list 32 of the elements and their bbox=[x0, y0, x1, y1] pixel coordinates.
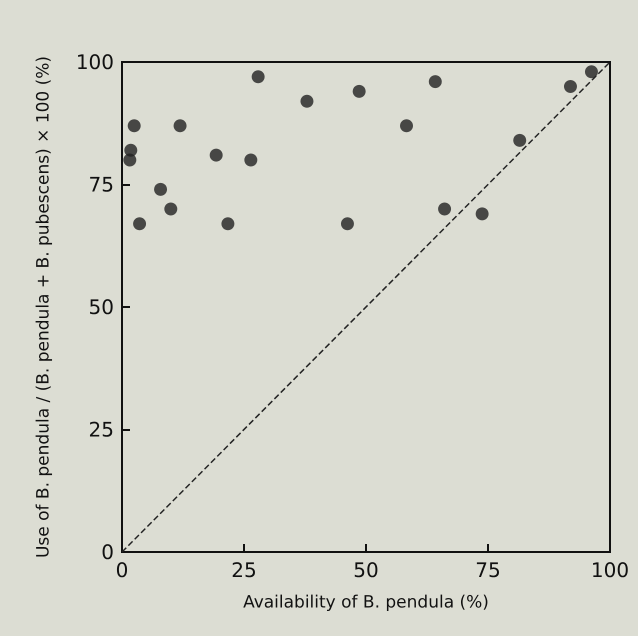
point bbox=[123, 154, 136, 166]
x-tick-label: 25 bbox=[231, 558, 257, 582]
point bbox=[164, 202, 178, 216]
y-tick-label: 25 bbox=[88, 418, 114, 442]
point bbox=[244, 154, 258, 166]
point bbox=[513, 134, 526, 147]
x-tick-label: 100 bbox=[590, 558, 630, 582]
point bbox=[133, 217, 146, 230]
point bbox=[252, 70, 265, 84]
x-tick-label: 75 bbox=[475, 558, 501, 582]
point bbox=[352, 84, 366, 98]
y-tick-label: 0 bbox=[101, 540, 114, 564]
point bbox=[300, 94, 314, 108]
y-tick-label: 100 bbox=[76, 50, 114, 74]
y-tick-label: 50 bbox=[88, 295, 114, 319]
point bbox=[340, 217, 354, 230]
y-axis-title: Use of B. pendula / (B. pendula + B. pubescens) × 100 (%) bbox=[34, 56, 54, 558]
point bbox=[128, 119, 141, 132]
point bbox=[476, 207, 489, 220]
point bbox=[210, 148, 223, 162]
point bbox=[154, 182, 168, 196]
point bbox=[428, 75, 442, 88]
point bbox=[221, 217, 234, 230]
y-tick-label: 75 bbox=[88, 172, 114, 196]
point bbox=[438, 202, 452, 216]
point bbox=[400, 119, 414, 132]
point bbox=[174, 119, 187, 132]
point bbox=[584, 65, 598, 78]
x-tick-label: 50 bbox=[353, 558, 379, 582]
x-tick-label: 0 bbox=[116, 558, 128, 582]
x-axis-title: Availability of B. pendula (%) bbox=[243, 592, 489, 612]
point bbox=[564, 80, 577, 93]
